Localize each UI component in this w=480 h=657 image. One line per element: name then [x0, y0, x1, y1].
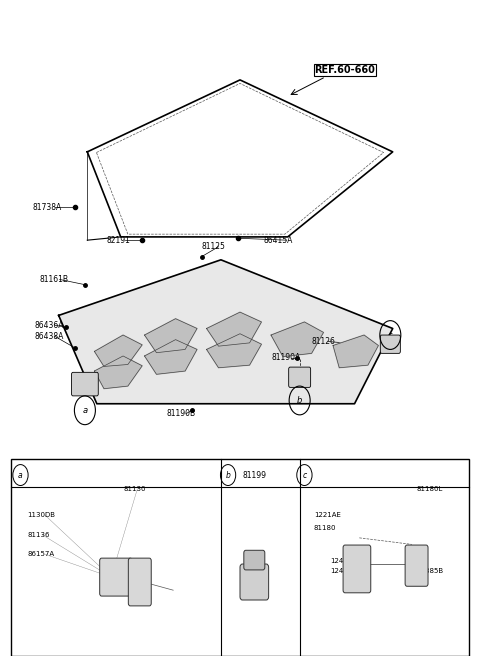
FancyBboxPatch shape	[72, 373, 98, 396]
Polygon shape	[206, 312, 262, 346]
Polygon shape	[95, 335, 142, 367]
Text: 81180: 81180	[314, 525, 336, 531]
FancyBboxPatch shape	[380, 335, 400, 353]
Text: 1243FF: 1243FF	[331, 558, 357, 564]
FancyBboxPatch shape	[343, 545, 371, 593]
Text: c: c	[302, 470, 307, 480]
Text: 81180L: 81180L	[417, 486, 443, 492]
Polygon shape	[206, 334, 262, 368]
FancyBboxPatch shape	[244, 551, 265, 570]
FancyBboxPatch shape	[240, 564, 269, 600]
Bar	[11, 459, 469, 656]
Text: 81190B: 81190B	[166, 409, 195, 418]
Polygon shape	[271, 322, 324, 357]
Text: a: a	[18, 470, 23, 480]
Text: 81136: 81136	[28, 532, 50, 537]
Polygon shape	[59, 260, 393, 404]
Text: 86438A: 86438A	[35, 332, 64, 341]
Polygon shape	[144, 319, 197, 353]
Text: REF.60-660: REF.60-660	[314, 65, 375, 75]
Text: 1130DB: 1130DB	[28, 512, 56, 518]
Text: 81190A: 81190A	[271, 353, 300, 363]
FancyBboxPatch shape	[100, 558, 132, 596]
Text: 81126: 81126	[312, 337, 336, 346]
Text: 86415A: 86415A	[264, 236, 293, 244]
Text: 86157A: 86157A	[28, 551, 55, 557]
Text: 81125: 81125	[202, 242, 226, 251]
Text: a: a	[83, 406, 87, 415]
Text: 1243FC: 1243FC	[331, 568, 357, 574]
Text: 81130: 81130	[123, 486, 145, 492]
FancyBboxPatch shape	[128, 558, 151, 606]
FancyBboxPatch shape	[405, 545, 428, 586]
Text: 81161B: 81161B	[39, 275, 69, 284]
Text: b: b	[226, 470, 230, 480]
Polygon shape	[144, 340, 197, 374]
Text: 81738A: 81738A	[33, 203, 61, 212]
Text: b: b	[297, 396, 302, 405]
Text: 86436A: 86436A	[35, 321, 64, 330]
Polygon shape	[333, 335, 378, 368]
Text: 81199: 81199	[242, 470, 266, 480]
Polygon shape	[95, 356, 142, 389]
Text: c: c	[388, 330, 393, 340]
Text: 82191: 82191	[107, 236, 130, 244]
Text: 81385B: 81385B	[417, 568, 444, 574]
FancyBboxPatch shape	[288, 367, 311, 388]
Text: 1221AE: 1221AE	[314, 512, 341, 518]
